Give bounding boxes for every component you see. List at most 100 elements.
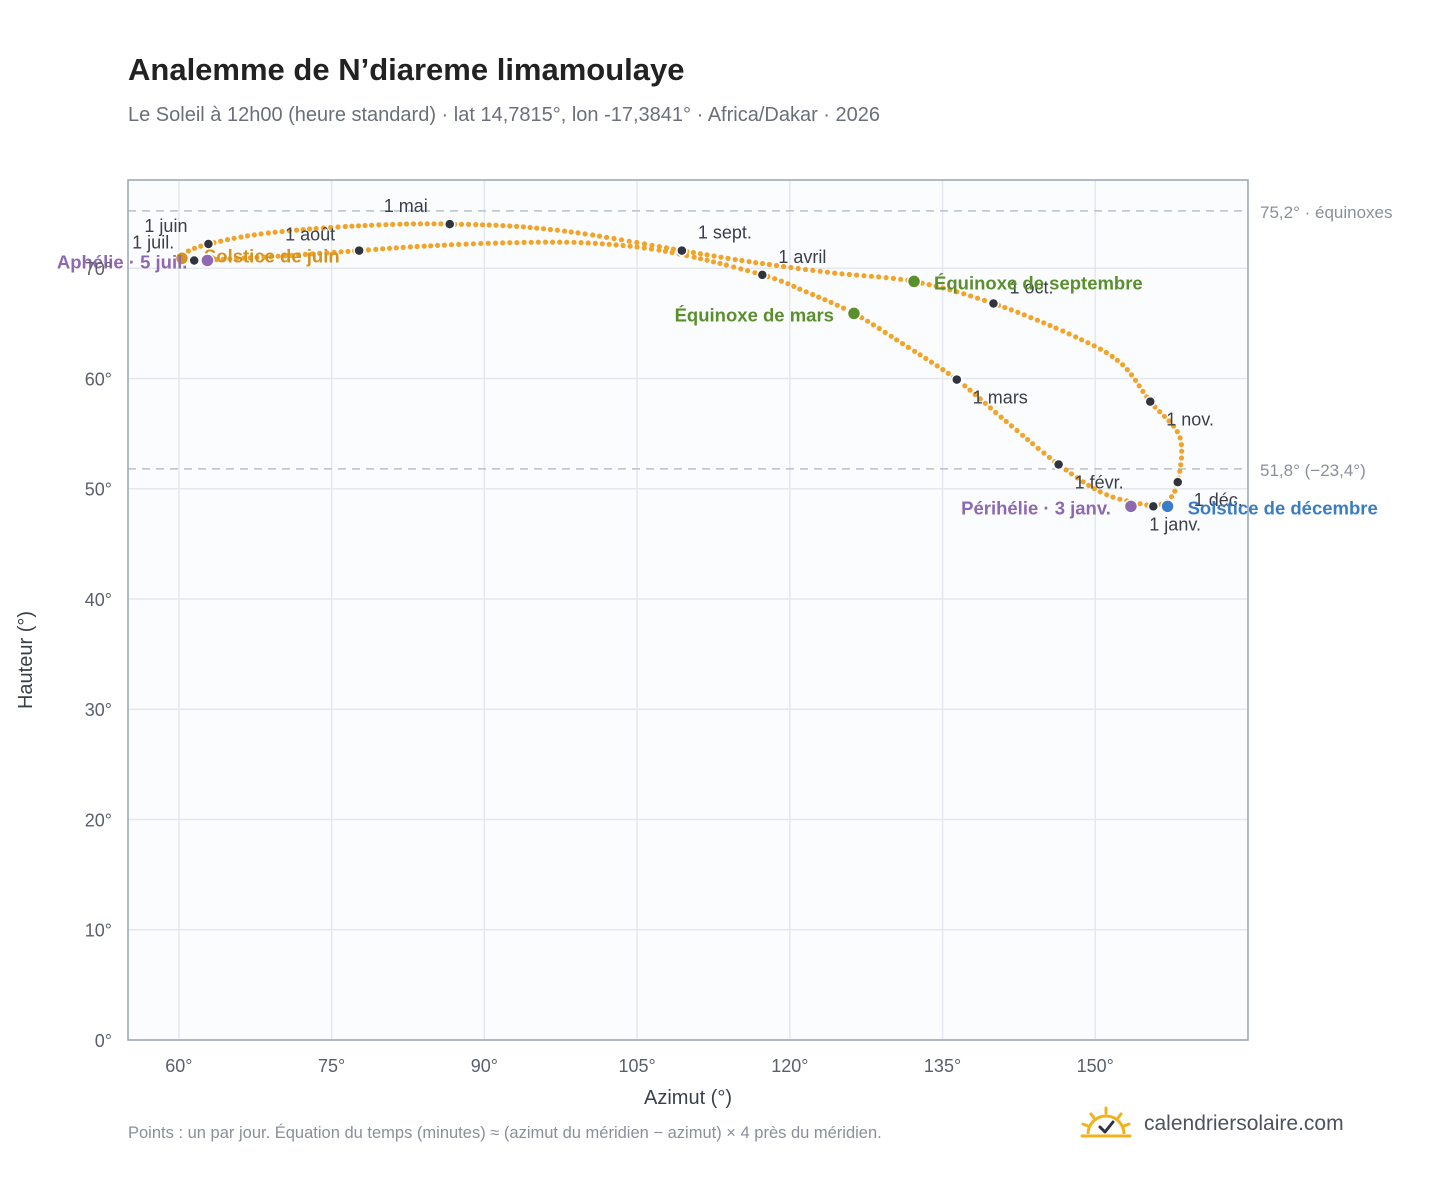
daily-sun-position [294, 227, 300, 233]
daily-sun-position [521, 239, 527, 245]
daily-sun-position [421, 243, 427, 249]
daily-sun-position [822, 297, 828, 303]
daily-sun-position [542, 239, 549, 245]
daily-sun-position [1047, 322, 1053, 329]
daily-sun-position [987, 405, 994, 411]
y-tick-label: 0° [95, 1031, 112, 1051]
daily-sun-position [898, 276, 904, 282]
daily-sun-position [1008, 307, 1014, 313]
month-marker-label: 1 janv. [1149, 514, 1201, 534]
daily-sun-position [393, 245, 399, 251]
event-marker [174, 251, 190, 266]
daily-sun-position [458, 221, 465, 227]
daily-sun-position [894, 337, 900, 343]
daily-sun-position [1073, 334, 1079, 340]
daily-sun-position [466, 221, 472, 227]
daily-sun-position [1074, 475, 1080, 481]
daily-sun-position [592, 240, 598, 246]
daily-sun-position [1002, 304, 1008, 311]
event-marker [846, 306, 862, 321]
daily-sun-position [265, 230, 271, 236]
daily-sun-position [1053, 325, 1059, 331]
daily-sun-position [562, 228, 568, 234]
x-tick-label: 60° [165, 1056, 192, 1076]
daily-sun-position [247, 255, 253, 261]
daily-sun-position [268, 254, 274, 260]
month-marker [443, 218, 456, 230]
daily-sun-position [698, 256, 704, 262]
y-tick-label: 50° [85, 480, 112, 500]
daily-sun-position [899, 341, 906, 347]
daily-sun-position [1030, 441, 1036, 447]
daily-sun-position [618, 237, 625, 243]
daily-sun-position [981, 297, 988, 303]
daily-sun-position [286, 228, 292, 234]
daily-sun-position [1124, 367, 1130, 373]
daily-sun-position [962, 383, 968, 389]
daily-sun-position [933, 283, 939, 289]
daily-sun-position [590, 232, 596, 238]
daily-sun-position [1103, 349, 1109, 356]
daily-sun-position [1179, 448, 1185, 454]
daily-sun-position [967, 387, 973, 393]
daily-sun-position [478, 240, 484, 247]
daily-sun-position [772, 276, 778, 282]
month-marker-label: 1 févr. [1075, 472, 1124, 492]
daily-sun-position [998, 414, 1004, 420]
daily-sun-position [428, 243, 434, 249]
daily-sun-position [1063, 467, 1069, 473]
month-marker [1171, 476, 1184, 488]
daily-sun-position [1168, 494, 1175, 500]
daily-sun-position [1066, 331, 1072, 337]
daily-sun-position [627, 243, 633, 249]
daily-sun-position [1120, 362, 1126, 368]
daily-sun-position [785, 281, 791, 287]
daily-sun-position [1104, 492, 1110, 498]
daily-sun-position [302, 251, 308, 257]
daily-sun-position [231, 235, 237, 241]
brand-logo: calendriersolaire.com [1080, 1102, 1344, 1146]
y-tick-label: 60° [85, 369, 112, 389]
daily-sun-position [1008, 423, 1015, 429]
daily-sun-position [1132, 377, 1139, 383]
month-marker-label: 1 oct. [1009, 277, 1053, 297]
daily-sun-position [1003, 418, 1009, 424]
daily-sun-position [781, 263, 787, 270]
event-label: Solstice de décembre [1188, 497, 1378, 518]
daily-sun-position [309, 251, 316, 257]
daily-sun-position [732, 256, 738, 263]
daily-sun-position [599, 241, 605, 247]
daily-sun-position [547, 226, 554, 233]
daily-sun-position [977, 396, 983, 402]
daily-sun-position [338, 249, 344, 255]
daily-sun-position [500, 223, 506, 229]
daily-sun-position [479, 222, 486, 228]
daily-sun-position [578, 240, 584, 246]
month-marker [951, 373, 963, 386]
daily-sun-position [224, 237, 231, 243]
daily-sun-position [485, 240, 491, 246]
x-tick-label: 150° [1077, 1056, 1114, 1076]
daily-sun-position [824, 269, 831, 275]
daily-sun-position [934, 363, 940, 369]
daily-sun-position [492, 240, 499, 246]
daily-sun-position [300, 227, 306, 233]
daily-sun-position [441, 242, 447, 248]
daily-sun-position [534, 225, 540, 231]
daily-sun-position [1068, 471, 1075, 477]
daily-sun-position [258, 231, 264, 237]
reference-line-label: 51,8° (−23,4°) [1260, 461, 1366, 480]
daily-sun-position [876, 274, 882, 280]
daily-sun-position [417, 221, 423, 227]
daily-sun-position [840, 305, 847, 311]
daily-sun-position [634, 244, 640, 250]
month-marker-label: 1 sept. [698, 223, 752, 243]
daily-sun-position [1109, 353, 1115, 359]
daily-sun-position [473, 222, 479, 228]
event-marker [906, 274, 922, 289]
month-marker-label: 1 août [285, 225, 335, 245]
month-marker [756, 269, 769, 281]
daily-sun-position [746, 259, 752, 265]
daily-sun-position [431, 221, 437, 227]
daily-sun-position [888, 333, 894, 339]
